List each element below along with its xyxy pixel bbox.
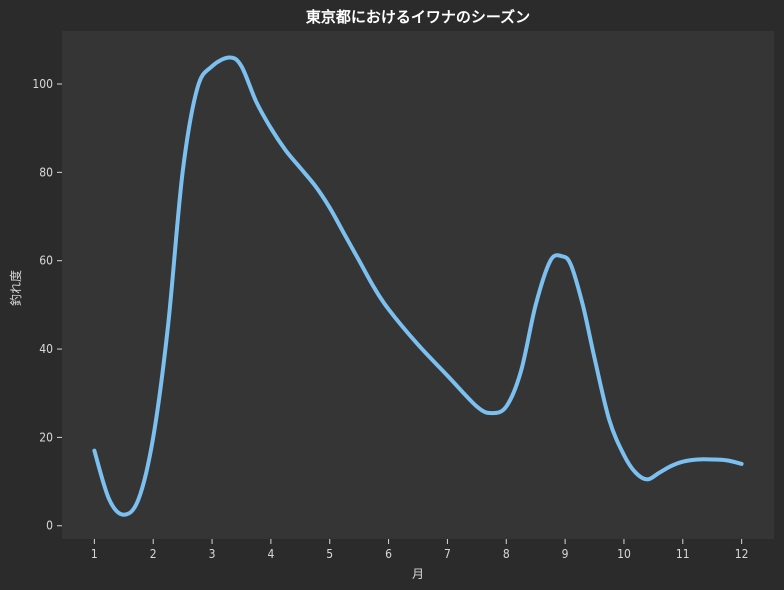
plot-area [62, 31, 774, 539]
x-tick-label: 8 [503, 547, 510, 561]
y-tick-label: 100 [32, 77, 53, 91]
x-tick-label: 12 [735, 547, 749, 561]
x-tick-label: 3 [209, 547, 216, 561]
x-axis: 1 2 3 4 5 6 7 8 9 10 11 12 [91, 539, 749, 561]
y-tick-label: 80 [39, 165, 53, 179]
x-tick-label: 7 [444, 547, 451, 561]
x-tick-label: 9 [562, 547, 569, 561]
x-axis-label: 月 [412, 567, 424, 581]
y-tick-label: 0 [46, 519, 53, 533]
chart-title: 東京都におけるイワナのシーズン [306, 8, 530, 26]
y-axis: 0 20 40 60 80 100 [32, 77, 62, 533]
x-tick-label: 2 [150, 547, 157, 561]
series-line [92, 55, 744, 517]
y-tick-label: 20 [39, 430, 53, 444]
y-tick-label: 60 [39, 254, 53, 268]
y-tick-label: 40 [39, 342, 53, 356]
x-tick-label: 1 [91, 547, 98, 561]
x-tick-label: 11 [676, 547, 690, 561]
x-tick-label: 10 [617, 547, 631, 561]
y-axis-label: 釣れ度 [8, 270, 23, 306]
x-tick-label: 6 [385, 547, 392, 561]
x-tick-label: 4 [267, 547, 274, 561]
x-tick-label: 5 [326, 547, 333, 561]
